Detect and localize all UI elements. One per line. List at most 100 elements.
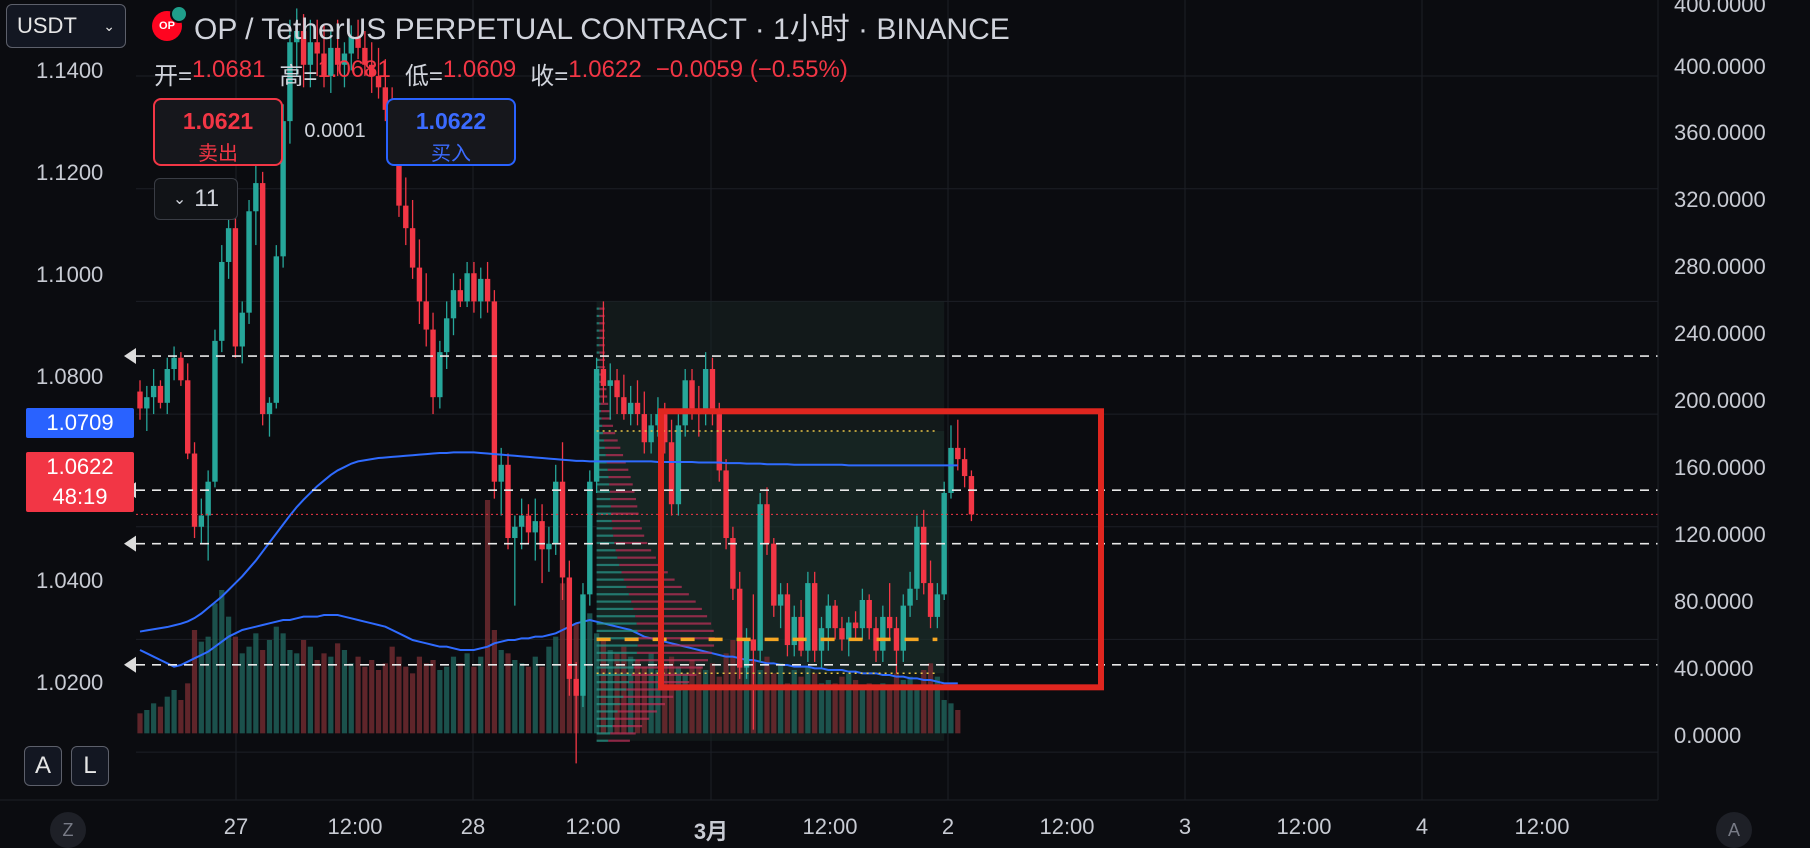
volume-profile-row-up — [596, 578, 624, 581]
volume-bar — [723, 653, 729, 734]
candle-body — [334, 47, 341, 65]
candle-body — [403, 205, 409, 229]
candle-body — [518, 515, 525, 527]
volume-bar — [171, 690, 177, 734]
volume-profile-row-up — [596, 556, 618, 559]
candle-body — [464, 273, 470, 302]
candle-body — [805, 583, 811, 651]
volume-profile-row-up — [596, 717, 616, 720]
volume-bar — [757, 670, 763, 734]
candle-body — [191, 453, 198, 527]
volume-bar — [260, 650, 266, 734]
volume-bar — [839, 676, 845, 734]
volume-bar — [784, 683, 791, 734]
volume-bar — [846, 673, 852, 734]
volume-bar — [410, 673, 416, 734]
candle-body — [832, 605, 838, 629]
volume-bar — [648, 653, 654, 734]
volume-profile-row-down — [615, 717, 650, 720]
volume-profile-row-up — [596, 549, 616, 552]
volume-profile-row-down — [635, 615, 708, 618]
volume-profile-row-up — [596, 358, 600, 361]
volume-profile-row-down — [609, 490, 635, 493]
volume-bar — [137, 713, 143, 734]
buy-price: 1.0622 — [415, 108, 487, 134]
volume-profile-row-up — [596, 512, 612, 515]
candle-body — [239, 312, 245, 347]
quote-currency-select[interactable]: USDT ⌄ — [6, 4, 126, 48]
volume-profile-row-down — [608, 739, 630, 742]
volume-bar — [437, 670, 443, 734]
buy-button[interactable]: 1.0622 买入 — [386, 98, 516, 166]
candle-body — [341, 53, 348, 65]
candle-body — [219, 261, 225, 341]
time-tick-month: 3月 — [693, 819, 729, 844]
sell-button[interactable]: 1.0621 卖出 — [153, 98, 283, 166]
log-scale-button[interactable]: L — [71, 746, 109, 786]
price-ma-line — [139, 451, 958, 633]
volume-profile-row-up — [596, 703, 621, 706]
volume-bar — [348, 663, 354, 734]
volume-profile-row-down — [633, 607, 702, 611]
candle-body — [948, 447, 954, 493]
volume-profile-row-down — [637, 644, 715, 647]
volume-bar — [505, 653, 511, 734]
candle-body — [294, 30, 300, 43]
volume-tick: 320.0000 — [1674, 187, 1766, 212]
candle-body — [553, 481, 559, 544]
candle-body — [171, 357, 177, 370]
volume-profile-row-down — [612, 724, 643, 728]
volume-bar — [921, 670, 927, 734]
candle-body — [437, 352, 443, 398]
volume-profile-row-down — [599, 366, 606, 369]
candle-body — [321, 53, 327, 77]
candle-body — [287, 42, 293, 122]
volume-bar — [587, 613, 593, 734]
volume-profile-row-up — [596, 475, 609, 479]
low-label: 低= — [404, 63, 443, 90]
volume-bar — [403, 666, 409, 734]
high-label: 高= — [279, 63, 318, 90]
volume-bar — [696, 666, 702, 734]
volume-profile-row-down — [599, 329, 605, 332]
time-tick: 12:00 — [1514, 814, 1570, 839]
volume-bar — [927, 663, 934, 734]
open-label: 开= — [154, 63, 193, 90]
candle-body — [539, 521, 545, 550]
volume-tick: 200.0000 — [1674, 388, 1766, 413]
spread-value: 0.0001 — [304, 120, 366, 142]
candle-body — [743, 639, 750, 668]
volume-bar — [805, 666, 811, 734]
candle-body — [873, 628, 879, 651]
candle-body — [784, 594, 791, 646]
volume-bar — [900, 680, 906, 734]
time-tick: 12:00 — [565, 814, 621, 839]
candle-body — [300, 30, 307, 65]
symbol-title[interactable]: OP OP / TetherUS PERPETUAL CONTRACT · 1小… — [152, 5, 1010, 46]
volume-profile-row-up — [596, 710, 618, 713]
auto-scale-button[interactable]: A — [24, 746, 62, 786]
candle-body — [471, 273, 477, 302]
volume-profile-row-up — [596, 519, 612, 523]
volume-profile-row-down — [608, 475, 631, 479]
candle-body — [498, 464, 504, 482]
volume-profile-row-down — [617, 556, 656, 559]
candle-body — [655, 414, 661, 426]
indicators-toggle-button[interactable]: ⌄ 11 — [154, 178, 238, 220]
volume-bar — [859, 686, 865, 734]
volume-profile-row-down — [636, 651, 712, 654]
volume-bar — [144, 710, 150, 734]
volume-profile-row-down — [633, 666, 703, 669]
candle-body — [607, 380, 613, 386]
volume-tick: 0.0000 — [1674, 723, 1742, 748]
volume-bar — [157, 706, 164, 734]
candle-body — [546, 543, 552, 550]
auto-price-scale-button[interactable]: A — [1716, 812, 1752, 848]
zoom-reset-button[interactable]: Z — [50, 812, 86, 848]
candle-body — [968, 476, 975, 515]
candle-body — [430, 329, 436, 398]
candle-body — [144, 397, 150, 409]
volume-bar — [553, 636, 559, 734]
candle-body — [825, 605, 832, 629]
